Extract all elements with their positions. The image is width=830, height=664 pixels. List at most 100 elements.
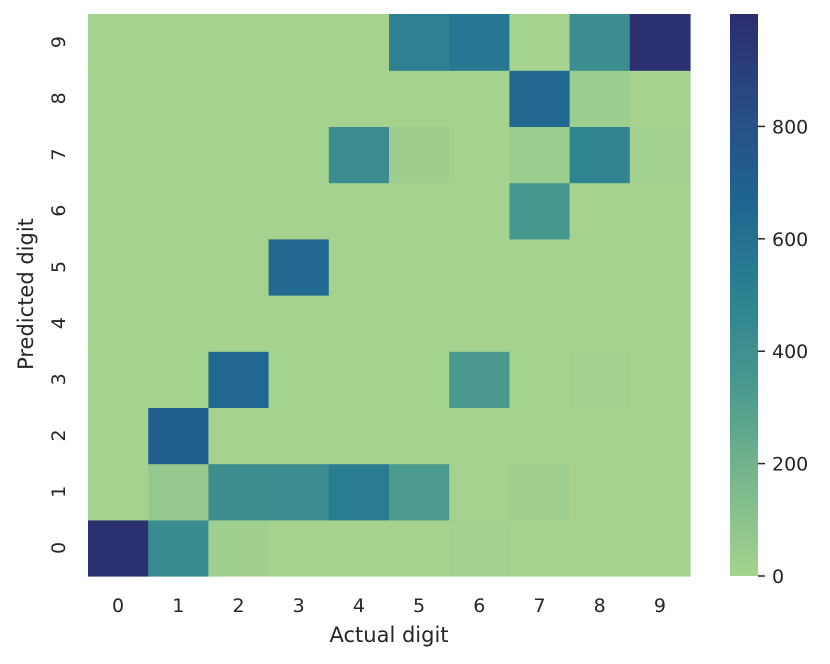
heatmap-cell-pred9-act9: [629, 14, 691, 71]
heatmap-cell-pred1-act6: [449, 463, 510, 521]
heatmap-cell-pred4-act8: [569, 295, 631, 352]
y-tick-label: 2: [48, 429, 70, 441]
heatmap-cell-pred8-act1: [148, 70, 209, 127]
heatmap-cell-pred5-act0: [88, 238, 149, 296]
colorbar: [730, 14, 758, 576]
heatmap-cell-pred7-act1: [148, 126, 209, 184]
heatmap-cell-pred7-act0: [88, 126, 149, 184]
heatmap-cell-pred8-act8: [569, 70, 631, 127]
heatmap-cell-pred7-act6: [449, 126, 510, 184]
heatmap-cell-pred9-act0: [88, 14, 149, 71]
heatmap-cell-pred9-act3: [268, 14, 330, 71]
x-tick-label: 8: [594, 595, 606, 617]
heatmap-cell-pred7-act5: [389, 126, 450, 184]
heatmap-cell-pred1-act7: [509, 463, 571, 521]
heatmap-cell-pred9-act1: [148, 14, 209, 71]
colorbar-tick-label: 200: [772, 454, 808, 476]
heatmap-cell-pred7-act9: [629, 126, 691, 184]
heatmap-cell-pred3-act6: [449, 351, 510, 408]
colorbar-tick-label: 400: [772, 341, 808, 363]
x-tick-label: 2: [232, 595, 244, 617]
heatmap-cell-pred0-act3: [268, 519, 330, 577]
y-tick-label: 7: [48, 148, 70, 160]
heatmap-cell-pred1-act9: [629, 463, 691, 521]
heatmap-cell-pred9-act7: [509, 14, 571, 71]
heatmap-cell-pred7-act4: [328, 126, 390, 184]
heatmap-cell-pred6-act9: [629, 182, 691, 240]
heatmap-cell-pred8-act9: [629, 70, 691, 127]
x-tick-label: 9: [654, 595, 666, 617]
y-tick-label: 5: [48, 261, 70, 273]
heatmap-cell-pred8-act3: [268, 70, 330, 127]
y-tick-label: 3: [48, 373, 70, 385]
heatmap-cell-pred4-act9: [629, 295, 691, 352]
heatmap-cell-pred7-act7: [509, 126, 571, 184]
heatmap-cell-pred5-act5: [389, 238, 450, 296]
heatmap-cell-pred3-act0: [88, 351, 149, 408]
y-tick-label: 1: [48, 486, 70, 498]
heatmap-cell-pred1-act1: [148, 463, 209, 521]
colorbar-tick-label: 0: [772, 566, 784, 588]
colorbar-tick-label: 800: [772, 116, 808, 138]
heatmap-cell-pred3-act1: [148, 351, 209, 408]
heatmap-cell-pred1-act8: [569, 463, 631, 521]
heatmap-cell-pred5-act6: [449, 238, 510, 296]
x-axis-label: Actual digit: [329, 623, 448, 647]
heatmap-cell-pred6-act3: [268, 182, 330, 240]
x-tick-label: 3: [293, 595, 305, 617]
y-tick-label: 4: [48, 317, 70, 329]
heatmap-cell-pred2-act7: [509, 407, 571, 465]
y-tick-label: 8: [48, 92, 70, 104]
heatmap-cell-pred9-act5: [389, 14, 450, 71]
x-tick-label: 7: [533, 595, 545, 617]
heatmap-cell-pred3-act7: [509, 351, 571, 408]
heatmap-cells: [88, 14, 691, 577]
heatmap-cell-pred5-act4: [328, 238, 390, 296]
heatmap-cell-pred7-act2: [208, 126, 270, 184]
heatmap-cell-pred9-act2: [208, 14, 270, 71]
x-axis-ticks: 0 1 2 3 4 5 6 7 8 9: [112, 595, 666, 617]
heatmap-cell-pred0-act6: [449, 519, 510, 577]
heatmap-cell-pred9-act4: [328, 14, 390, 71]
heatmap-cell-pred6-act7: [509, 182, 571, 240]
heatmap-cell-pred1-act2: [208, 463, 270, 521]
heatmap-cell-pred5-act7: [509, 238, 571, 296]
heatmap-cell-pred2-act5: [389, 407, 450, 465]
heatmap-cell-pred8-act2: [208, 70, 270, 127]
heatmap-cell-pred4-act4: [328, 295, 390, 352]
heatmap-cell-pred4-act3: [268, 295, 330, 352]
heatmap-cell-pred8-act6: [449, 70, 510, 127]
heatmap-cell-pred3-act4: [328, 351, 390, 408]
heatmap-cell-pred5-act1: [148, 238, 209, 296]
heatmap-cell-pred3-act5: [389, 351, 450, 408]
heatmap-cell-pred6-act6: [449, 182, 510, 240]
y-axis-ticks: 0 1 2 3 4 5 6 7 8 9: [48, 36, 70, 554]
heatmap-cell-pred7-act3: [268, 126, 330, 184]
heatmap-cell-pred8-act7: [509, 70, 571, 127]
heatmap-cell-pred6-act4: [328, 182, 390, 240]
heatmap-cell-pred2-act1: [148, 407, 209, 465]
heatmap-cell-pred2-act3: [268, 407, 330, 465]
heatmap-cell-pred4-act5: [389, 295, 450, 352]
heatmap-cell-pred0-act4: [328, 519, 390, 577]
colorbar-ticks: 0 200 400 600 800: [758, 116, 808, 588]
heatmap-cell-pred2-act0: [88, 407, 149, 465]
heatmap-cell-pred3-act3: [268, 351, 330, 408]
heatmap-cell-pred1-act0: [88, 463, 149, 521]
heatmap-cell-pred0-act8: [569, 519, 631, 577]
heatmap-cell-pred6-act5: [389, 182, 450, 240]
x-tick-label: 0: [112, 595, 124, 617]
heatmap-cell-pred2-act6: [449, 407, 510, 465]
x-tick-label: 5: [413, 595, 425, 617]
heatmap-cell-pred7-act8: [569, 126, 631, 184]
heatmap-cell-pred1-act5: [389, 463, 450, 521]
heatmap-cell-pred4-act0: [88, 295, 149, 352]
heatmap-cell-pred1-act3: [268, 463, 330, 521]
heatmap-cell-pred0-act2: [208, 519, 270, 577]
y-tick-label: 6: [48, 205, 70, 217]
heatmap-cell-pred8-act4: [328, 70, 390, 127]
y-tick-label: 9: [48, 36, 70, 48]
heatmap-cell-pred0-act1: [148, 519, 209, 577]
heatmap-cell-pred2-act4: [328, 407, 390, 465]
heatmap-cell-pred9-act8: [569, 14, 631, 71]
